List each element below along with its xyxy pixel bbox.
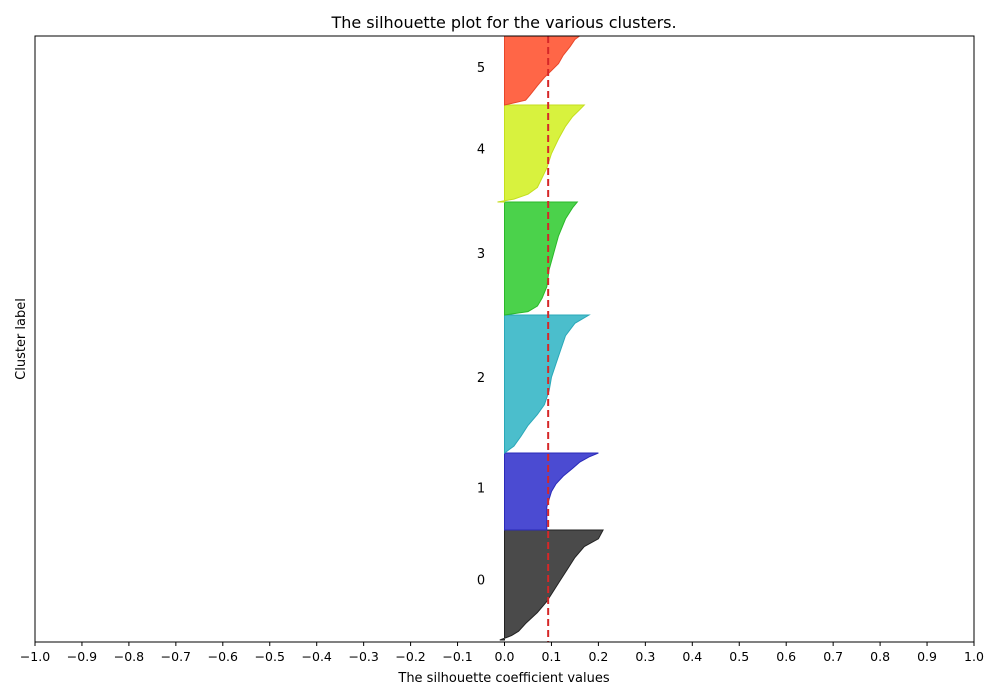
x-tick-label: 0.9 bbox=[917, 649, 937, 664]
x-tick-label: −0.5 bbox=[255, 649, 285, 664]
x-tick-label: −0.9 bbox=[67, 649, 97, 664]
x-tick-label: −0.6 bbox=[208, 649, 238, 664]
cluster-label-1: 1 bbox=[477, 482, 485, 497]
x-tick-label: −0.8 bbox=[114, 649, 144, 664]
x-tick-label: 1.0 bbox=[964, 649, 984, 664]
x-tick-label: −0.1 bbox=[442, 649, 472, 664]
cluster-3-silhouette-area bbox=[504, 201, 579, 316]
x-tick-label: −0.2 bbox=[395, 649, 425, 664]
cluster-label-2: 2 bbox=[477, 371, 485, 386]
x-tick-label: 0.5 bbox=[729, 649, 749, 664]
x-tick-label: 0.0 bbox=[495, 649, 515, 664]
x-tick-label: 0.7 bbox=[823, 649, 843, 664]
cluster-2-silhouette-area bbox=[504, 314, 591, 454]
cluster-label-5: 5 bbox=[477, 61, 485, 76]
cluster-0-silhouette-area bbox=[499, 529, 604, 641]
cluster-label-4: 4 bbox=[477, 143, 485, 158]
x-tick-label: 0.4 bbox=[682, 649, 702, 664]
cluster-label-3: 3 bbox=[477, 247, 485, 262]
x-tick-label: −0.3 bbox=[348, 649, 378, 664]
x-tick-label: −0.4 bbox=[302, 649, 332, 664]
cluster-label-0: 0 bbox=[477, 574, 485, 589]
plot-area: 0 1 2 3 4 5 bbox=[477, 35, 604, 642]
cluster-1-silhouette-area bbox=[504, 452, 599, 531]
x-tick-label: 0.6 bbox=[776, 649, 796, 664]
cluster-4-silhouette-area bbox=[497, 104, 586, 203]
y-axis-label: Cluster label bbox=[14, 298, 29, 380]
x-tick-label: 0.3 bbox=[635, 649, 655, 664]
x-axis: −1.0 −0.9 −0.8 −0.7 −0.6 −0.5 −0.4 −0.3 −0.2 −0.1… bbox=[20, 642, 984, 664]
chart-title: The silhouette plot for the various clus… bbox=[330, 13, 676, 32]
x-tick-label: 0.8 bbox=[870, 649, 890, 664]
x-tick-label: 0.2 bbox=[588, 649, 608, 664]
x-tick-label: −1.0 bbox=[20, 649, 50, 664]
x-tick-label: 0.1 bbox=[542, 649, 562, 664]
x-tick-label: −0.7 bbox=[161, 649, 191, 664]
cluster-5-silhouette-area bbox=[504, 35, 582, 106]
x-axis-label: The silhouette coefficient values bbox=[397, 671, 609, 686]
